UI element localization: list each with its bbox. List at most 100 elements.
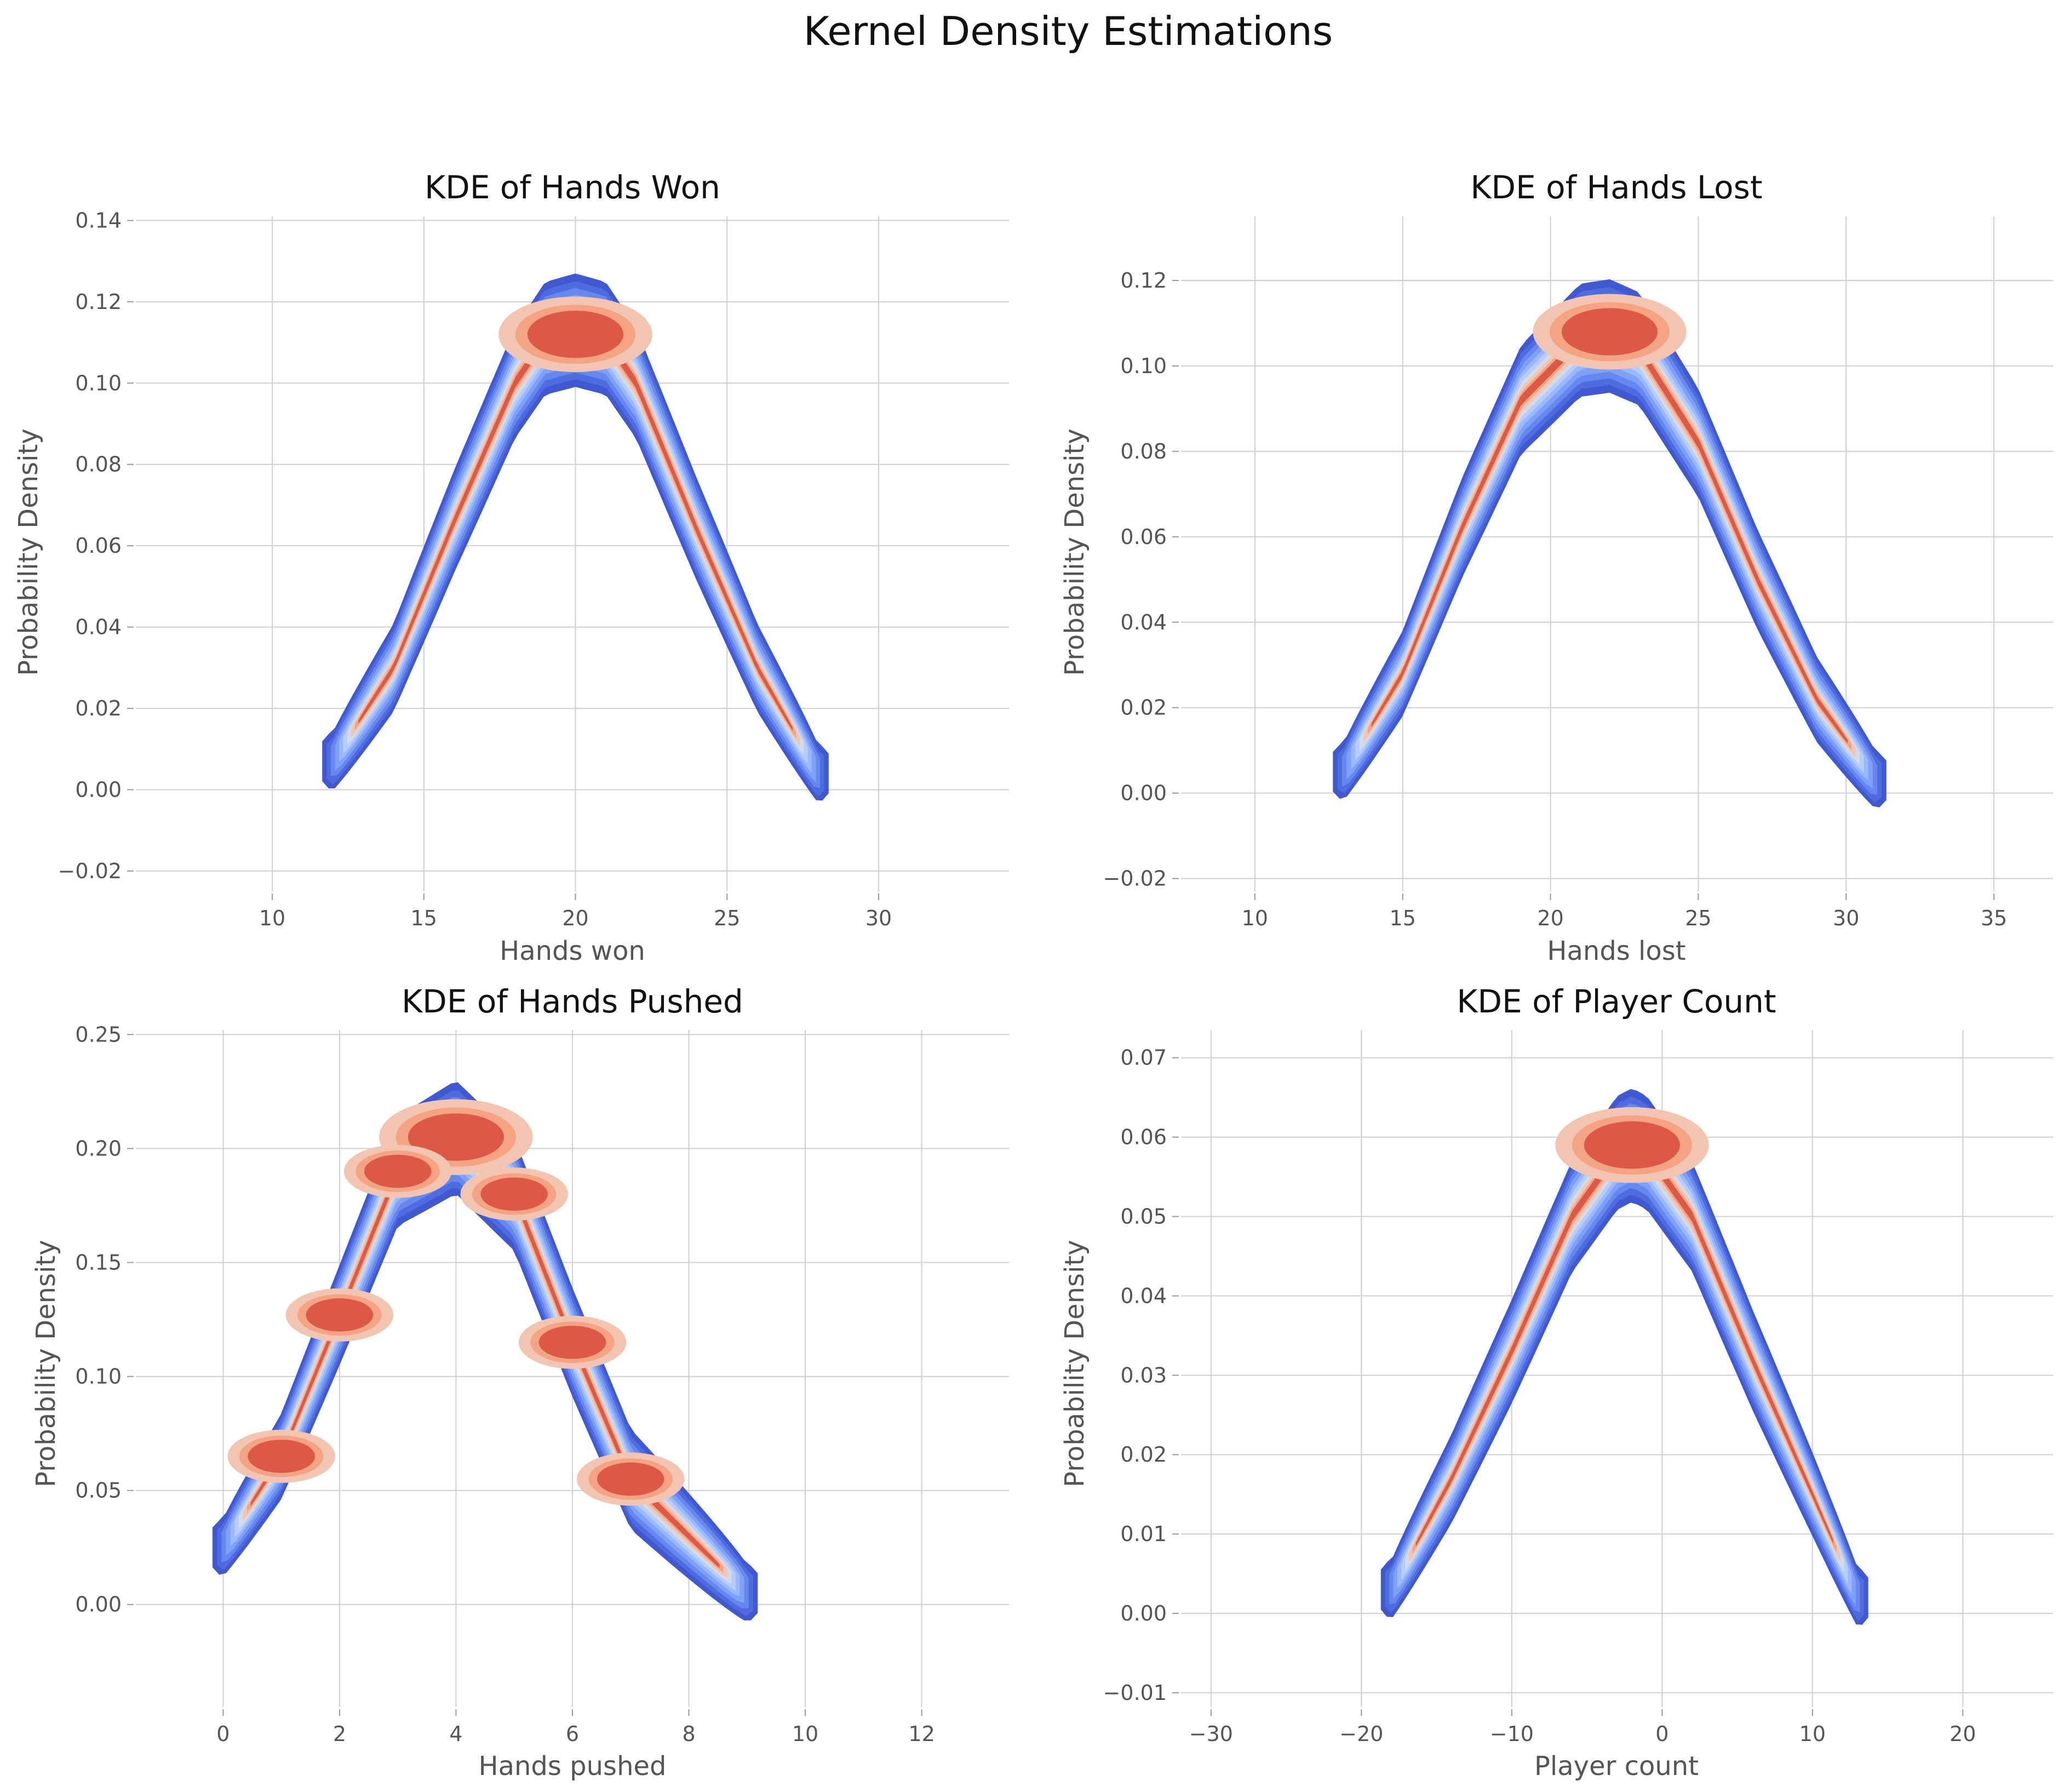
y-tick-label: 0.00 [75, 1593, 122, 1617]
x-tick-label: 6 [566, 1722, 579, 1746]
density-contours [1333, 279, 1887, 808]
density-level-2 [1389, 1103, 1860, 1613]
y-axis-label: Probability Density [13, 428, 44, 675]
subplot-player-count: KDE of Player Count Player count Probabi… [1059, 983, 2053, 1782]
y-tick-label: 0.05 [75, 1479, 122, 1503]
density-level-9 [250, 1132, 720, 1568]
x-tick-label: −30 [1189, 1722, 1233, 1746]
x-tick-label: 12 [908, 1722, 934, 1746]
y-axis-label: Probability Density [31, 1240, 61, 1487]
x-tick-label: 15 [411, 906, 437, 930]
y-tick-label: 0.03 [1120, 1363, 1167, 1387]
x-tick-label: 10 [1799, 1722, 1826, 1746]
y-tick-label: 0.02 [1120, 1442, 1167, 1467]
x-tick-label: 25 [1685, 906, 1711, 930]
x-tick-label: 2 [333, 1722, 346, 1746]
axis-ticks: 0 2 4 6 8 10 12 0.00 0.05 0.10 0.15 0.20 0.25 [75, 1022, 934, 1746]
axis-ticks: −30 −20 −10 0 10 20 −0.01 0.00 0.01 0.02 0.03 0.04 0… [1103, 1046, 1976, 1746]
y-tick-label: 0.00 [75, 777, 122, 801]
x-tick-label: 4 [449, 1722, 462, 1746]
y-tick-label: 0.05 [1120, 1205, 1167, 1229]
x-tick-label: 20 [562, 906, 588, 930]
x-tick-label: 0 [1655, 1722, 1669, 1746]
x-tick-label: 20 [1950, 1722, 1976, 1746]
x-tick-label: 10 [792, 1722, 818, 1746]
density-peak [597, 1462, 664, 1496]
x-axis-label: Hands pushed [479, 1751, 667, 1782]
density-contours [322, 273, 829, 801]
y-tick-label: 0.10 [1120, 354, 1167, 378]
density-level-3 [1393, 1110, 1856, 1606]
y-tick-label: 0.08 [75, 453, 122, 477]
y-tick-label: 0.07 [1120, 1046, 1167, 1070]
subplot-hands-pushed: KDE of Hands Pushed Hands pushed Probabi… [31, 983, 1009, 1782]
x-tick-label: −10 [1490, 1722, 1534, 1746]
x-tick-label: 25 [714, 906, 740, 930]
subplot-title: KDE of Hands Won [425, 169, 720, 206]
y-tick-label: 0.02 [1120, 696, 1167, 720]
density-peak [306, 1298, 374, 1332]
density-contours [212, 1082, 758, 1621]
y-tick-label: 0.10 [75, 371, 122, 395]
density-peak [1561, 308, 1658, 356]
x-tick-label: 10 [259, 906, 285, 930]
y-tick-label: 0.04 [1120, 610, 1167, 634]
density-peak [538, 1325, 606, 1359]
y-tick-label: 0.02 [75, 696, 122, 720]
y-tick-label: 0.10 [75, 1365, 122, 1389]
x-axis-label: Hands lost [1547, 936, 1685, 966]
y-tick-label: 0.00 [1120, 1601, 1167, 1625]
density-level-1 [1385, 1097, 1864, 1621]
density-contours [1380, 1089, 1868, 1625]
subplot-title: KDE of Player Count [1457, 983, 1776, 1020]
x-axis-label: Hands won [500, 936, 645, 966]
y-tick-label: −0.02 [1103, 867, 1167, 891]
figure-title: Kernel Density Estimations [804, 8, 1333, 54]
x-axis-label: Player count [1534, 1751, 1699, 1782]
x-tick-label: 20 [1537, 906, 1563, 930]
x-tick-label: 30 [1833, 906, 1859, 930]
y-tick-label: 0.14 [75, 208, 122, 232]
y-tick-label: 0.06 [75, 534, 122, 558]
grid [1181, 1030, 2053, 1707]
y-tick-label: 0.20 [75, 1136, 122, 1160]
density-level-4 [1397, 1117, 1852, 1595]
density-peak [527, 311, 624, 358]
y-tick-label: −0.02 [58, 859, 122, 883]
x-tick-label: 10 [1242, 906, 1268, 930]
axis-ticks: 10 15 20 25 30 35 −0.02 0.00 0.02 0.04 0.06 0.08 0.1… [1103, 268, 2008, 930]
y-tick-label: 0.06 [1120, 525, 1167, 549]
density-peak [408, 1113, 504, 1161]
subplot-title: KDE of Hands Pushed [402, 983, 743, 1020]
y-axis-label: Probability Density [1059, 1240, 1090, 1487]
x-tick-label: 30 [865, 906, 892, 930]
density-peak [480, 1177, 548, 1211]
y-tick-label: 0.04 [75, 615, 122, 639]
y-tick-label: 0.00 [1120, 781, 1167, 805]
density-peak [1584, 1121, 1681, 1169]
y-tick-label: 0.12 [75, 290, 122, 314]
density-peak [364, 1154, 432, 1188]
y-tick-label: 0.04 [1120, 1284, 1167, 1308]
axis-ticks: 10 15 20 25 30 −0.02 0.00 0.02 0.04 0.06 0.08 0.10 0… [58, 208, 892, 930]
density-level-8 [246, 1129, 724, 1573]
y-axis-label: Probability Density [1059, 428, 1090, 675]
y-tick-label: 0.12 [1120, 268, 1167, 293]
subplot-hands-won: KDE of Hands Won Hands won Probability D… [13, 169, 1009, 966]
x-tick-label: −20 [1339, 1722, 1383, 1746]
subplot-title: KDE of Hands Lost [1470, 169, 1762, 206]
x-tick-label: 0 [216, 1722, 230, 1746]
x-tick-label: 8 [682, 1722, 695, 1746]
density-peak [248, 1439, 316, 1473]
y-tick-label: 0.15 [75, 1250, 122, 1274]
subplot-hands-lost: KDE of Hands Lost Hands lost Probability… [1059, 169, 2053, 966]
x-tick-label: 15 [1390, 906, 1416, 930]
y-tick-label: 0.01 [1120, 1522, 1167, 1546]
y-tick-label: 0.25 [75, 1022, 122, 1046]
y-tick-label: 0.06 [1120, 1125, 1167, 1149]
density-level-7 [243, 1125, 727, 1578]
y-tick-label: −0.01 [1103, 1681, 1167, 1705]
y-tick-label: 0.08 [1120, 439, 1167, 463]
x-tick-label: 35 [1981, 906, 2007, 930]
